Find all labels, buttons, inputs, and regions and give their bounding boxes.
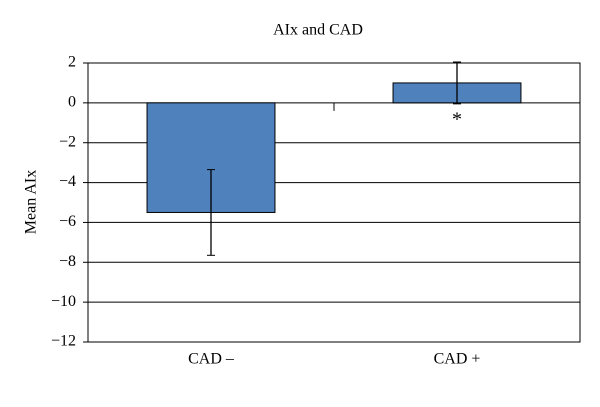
y-tick-label: 2: [68, 54, 76, 71]
x-tick-label: CAD +: [434, 351, 481, 368]
y-tick-label: −4: [59, 173, 76, 190]
y-tick-label: −6: [59, 213, 76, 230]
y-tick-label: −10: [51, 293, 76, 310]
plot-border: [87, 62, 581, 343]
y-axis-label: Mean AIx: [23, 170, 40, 234]
y-tick-label: −12: [51, 333, 76, 350]
y-tick-label: −8: [59, 253, 76, 270]
annotation: *: [452, 108, 462, 130]
chart-title: AIx and CAD: [273, 22, 363, 39]
y-tick-label: 0: [68, 94, 76, 111]
y-tick-label: −2: [59, 133, 76, 150]
x-tick-label: CAD –: [188, 351, 235, 368]
